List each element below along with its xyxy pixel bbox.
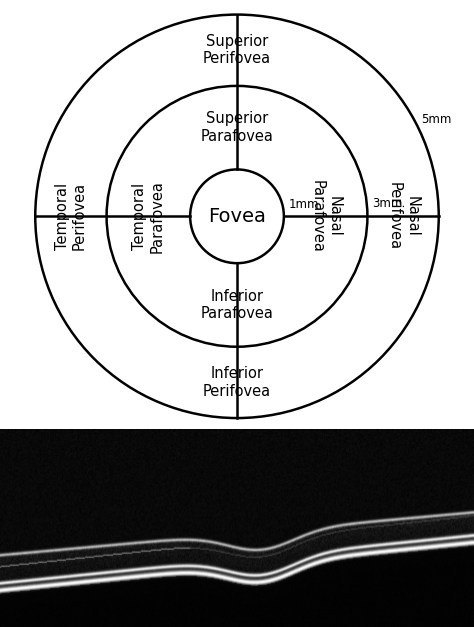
Text: 1mm: 1mm xyxy=(289,198,319,211)
Text: Fovea: Fovea xyxy=(208,207,266,226)
Text: Nasal
Perifovea: Nasal Perifovea xyxy=(387,182,419,250)
Text: Superior
Perifovea: Superior Perifovea xyxy=(203,34,271,66)
Text: 5mm: 5mm xyxy=(421,113,452,126)
Text: Temporal
Perifovea: Temporal Perifovea xyxy=(55,182,87,250)
Text: Temporal
Parafovea: Temporal Parafovea xyxy=(132,180,164,253)
Text: 3mm: 3mm xyxy=(372,198,403,210)
Text: Inferior
Parafovea: Inferior Parafovea xyxy=(201,289,273,321)
Text: Nasal
Parafovea: Nasal Parafovea xyxy=(310,180,342,253)
Text: Inferior
Perifovea: Inferior Perifovea xyxy=(203,366,271,399)
Text: Superior
Parafovea: Superior Parafovea xyxy=(201,112,273,144)
